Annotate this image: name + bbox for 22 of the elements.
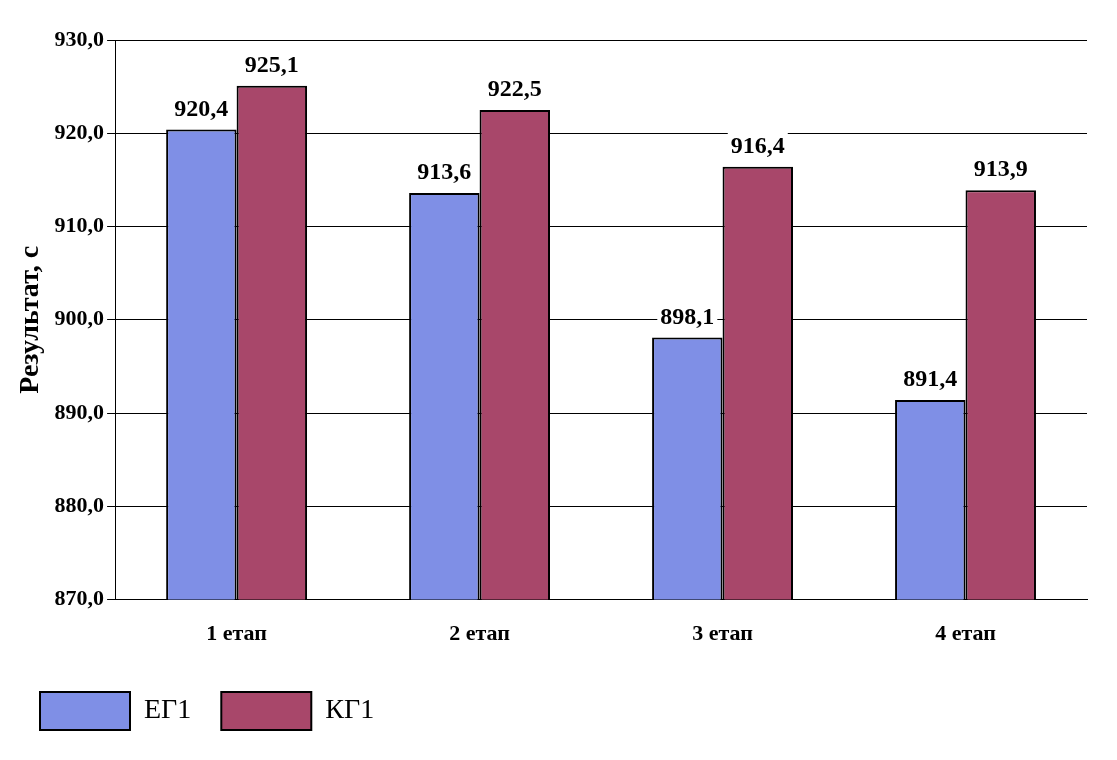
data-label: 891,4 [903, 365, 958, 392]
y-tick-label: 890,0 [54, 398, 105, 424]
y-tick-label: 930,0 [54, 25, 105, 51]
y-tick-label: 920,0 [54, 118, 105, 144]
data-label: 920,4 [174, 94, 229, 121]
y-tick-label: 880,0 [54, 492, 105, 518]
data-label: 913,9 [973, 155, 1028, 182]
x-tick-label: 4 етап [935, 620, 997, 646]
x-tick-label: 3 етап [692, 620, 754, 646]
data-label: 913,6 [417, 158, 472, 185]
y-tick-label: 900,0 [54, 305, 105, 331]
y-tick-label: 910,0 [54, 212, 105, 238]
x-tick-label: 2 етап [449, 620, 511, 646]
data-label: 925,1 [244, 50, 299, 77]
y-axis-title: Результат, с [13, 245, 45, 394]
y-tick-label: 870,0 [54, 585, 105, 611]
data-label: 916,4 [730, 132, 785, 159]
legend-label: ЕГ1 [144, 693, 192, 725]
x-tick-label: 1 етап [206, 620, 268, 646]
data-label: 898,1 [660, 302, 715, 329]
legend-label: КГ1 [325, 693, 375, 725]
data-label: 922,5 [487, 75, 542, 102]
